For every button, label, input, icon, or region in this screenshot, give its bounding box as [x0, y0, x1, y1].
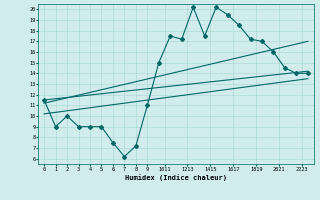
X-axis label: Humidex (Indice chaleur): Humidex (Indice chaleur)	[125, 174, 227, 181]
